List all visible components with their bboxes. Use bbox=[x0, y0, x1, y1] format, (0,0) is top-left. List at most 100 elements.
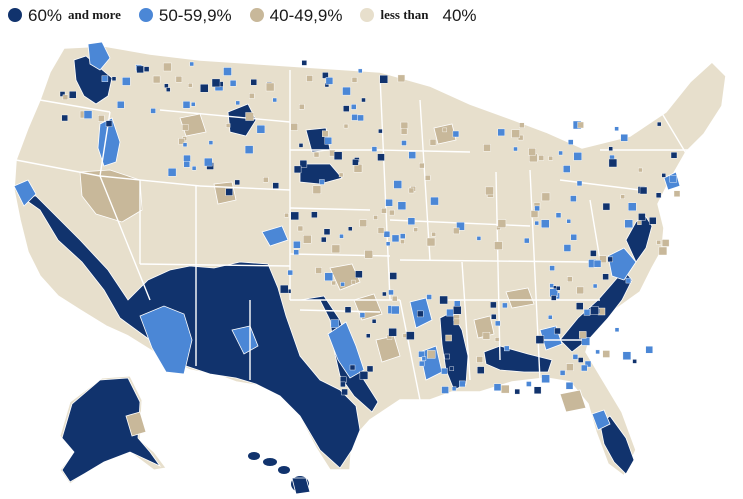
county-cell bbox=[357, 114, 364, 122]
county-cell bbox=[339, 234, 344, 239]
state-border-line bbox=[529, 169, 541, 381]
county-cell bbox=[519, 122, 525, 129]
county-cell bbox=[419, 360, 425, 367]
county-cell bbox=[661, 239, 670, 247]
county-cell bbox=[427, 350, 436, 359]
county-cell bbox=[549, 265, 555, 271]
county-cell bbox=[322, 130, 329, 137]
county-cell bbox=[556, 286, 561, 291]
county-cell bbox=[530, 210, 539, 218]
county-cell bbox=[343, 105, 350, 112]
legend-label-high-suffix: and more bbox=[68, 7, 121, 22]
county-cell bbox=[175, 75, 183, 83]
region-michigan-patch bbox=[433, 123, 457, 145]
county-cell bbox=[456, 221, 465, 231]
county-cell bbox=[614, 327, 620, 332]
county-cell bbox=[581, 364, 588, 372]
county-cell bbox=[293, 241, 301, 249]
county-cell bbox=[608, 146, 613, 151]
county-cell bbox=[382, 291, 387, 297]
county-cell bbox=[655, 192, 662, 199]
state-border-line bbox=[419, 99, 431, 261]
county-cell bbox=[315, 267, 322, 274]
county-cell bbox=[637, 220, 642, 225]
region-carolina-mix bbox=[607, 247, 637, 281]
county-cell bbox=[444, 353, 450, 360]
state-border-line bbox=[559, 179, 641, 191]
state-border-line bbox=[379, 75, 391, 301]
county-cell bbox=[229, 80, 237, 87]
county-cell bbox=[359, 312, 366, 318]
county-cell bbox=[371, 319, 377, 324]
state-border-line bbox=[199, 185, 291, 191]
county-cell bbox=[379, 74, 388, 84]
state-border-line bbox=[461, 261, 471, 381]
county-cell bbox=[565, 382, 574, 390]
county-cell bbox=[551, 295, 557, 301]
county-cell bbox=[324, 137, 332, 145]
county-cell bbox=[593, 260, 602, 268]
state-border-line bbox=[399, 259, 591, 263]
county-cell bbox=[602, 273, 609, 280]
county-cell bbox=[558, 150, 563, 156]
county-cell bbox=[101, 75, 109, 82]
county-cell bbox=[249, 93, 255, 99]
region-arizona-mix bbox=[139, 305, 193, 375]
county-cell bbox=[297, 225, 304, 232]
state-border-line bbox=[495, 171, 501, 361]
county-cell bbox=[590, 250, 597, 257]
county-cell bbox=[628, 202, 637, 212]
legend-label-high: 60% bbox=[28, 5, 63, 25]
county-cell bbox=[393, 180, 402, 189]
county-cell bbox=[638, 213, 646, 221]
county-cell bbox=[476, 236, 482, 241]
state-border-line bbox=[99, 175, 151, 301]
county-cell bbox=[494, 241, 503, 250]
county-cell bbox=[265, 82, 275, 92]
county-cell bbox=[301, 60, 307, 66]
county-cell bbox=[83, 110, 93, 119]
county-cell bbox=[381, 207, 387, 214]
county-cell bbox=[645, 346, 653, 354]
county-cell bbox=[361, 97, 366, 103]
county-cell bbox=[358, 68, 363, 74]
county-cell bbox=[548, 315, 553, 320]
region-florida-patch bbox=[559, 389, 587, 413]
region-dakota-reservation bbox=[299, 163, 343, 185]
county-cell bbox=[280, 284, 289, 294]
county-cell bbox=[182, 101, 191, 109]
county-cell bbox=[576, 180, 583, 187]
county-cell bbox=[225, 188, 233, 196]
county-cell bbox=[397, 74, 406, 83]
county-cell bbox=[417, 310, 424, 318]
state-border-line bbox=[399, 299, 421, 401]
county-cell bbox=[111, 76, 117, 81]
county-cell bbox=[303, 234, 312, 244]
county-cell bbox=[371, 146, 378, 152]
county-cell bbox=[548, 156, 553, 161]
county-cell bbox=[397, 201, 407, 210]
county-cell bbox=[459, 380, 466, 388]
county-cell bbox=[504, 345, 510, 352]
county-cell bbox=[419, 162, 425, 169]
county-cell bbox=[373, 215, 378, 220]
county-cell bbox=[299, 103, 305, 110]
state-border-line bbox=[299, 309, 381, 313]
county-cell bbox=[669, 174, 677, 183]
county-cell bbox=[607, 256, 613, 263]
county-cell bbox=[568, 139, 574, 145]
county-cell bbox=[311, 211, 318, 218]
county-cell bbox=[555, 212, 562, 218]
county-cell bbox=[191, 165, 197, 171]
county-cell bbox=[306, 75, 313, 82]
county-cell bbox=[235, 100, 241, 106]
legend: 60% and more 50-59,9% 40-49,9% less than… bbox=[8, 2, 608, 28]
county-cell bbox=[421, 356, 427, 361]
county-cell bbox=[573, 152, 582, 161]
county-cell bbox=[378, 128, 383, 134]
county-cell bbox=[599, 255, 607, 264]
county-cell bbox=[570, 234, 577, 241]
county-cell bbox=[526, 381, 532, 387]
county-cell bbox=[528, 148, 536, 156]
county-cell bbox=[400, 239, 405, 245]
